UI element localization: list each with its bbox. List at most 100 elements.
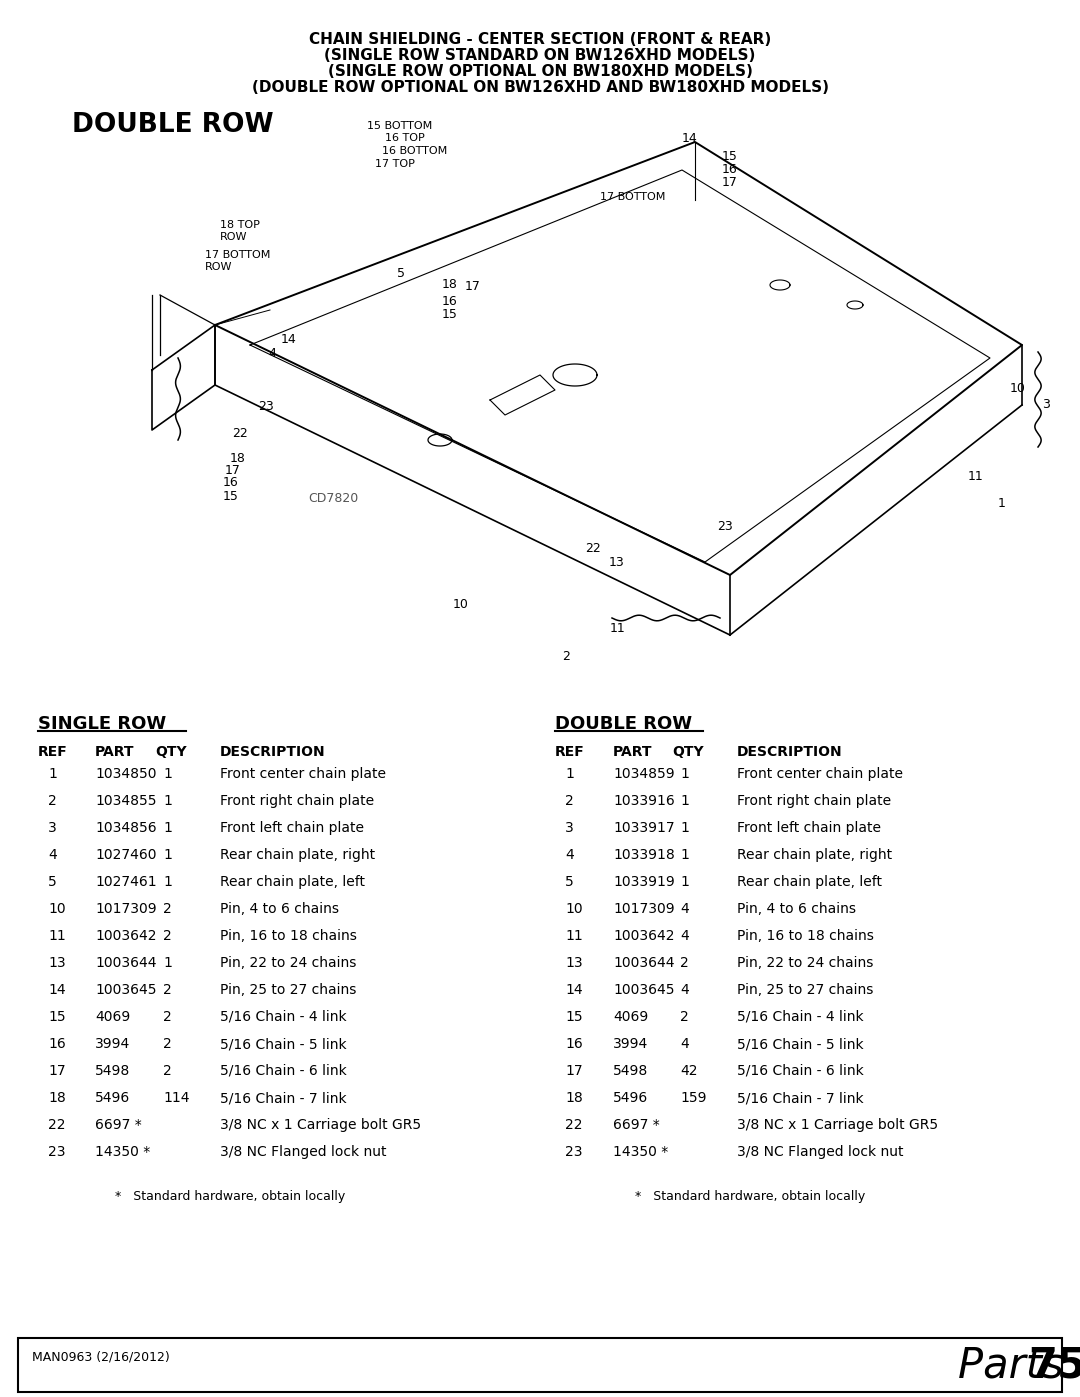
Text: 1034859: 1034859: [613, 767, 675, 781]
Text: 159: 159: [680, 1091, 706, 1105]
Text: 1: 1: [163, 848, 172, 862]
Text: 5: 5: [565, 875, 573, 888]
Text: 10: 10: [565, 902, 582, 916]
Text: 23: 23: [48, 1146, 66, 1160]
Text: 1034856: 1034856: [95, 821, 157, 835]
Text: (SINGLE ROW STANDARD ON BW126XHD MODELS): (SINGLE ROW STANDARD ON BW126XHD MODELS): [324, 47, 756, 63]
Text: 22: 22: [585, 542, 600, 555]
Text: 1003642: 1003642: [613, 929, 675, 943]
Text: 22: 22: [565, 1118, 582, 1132]
Text: MAN0963 (2/16/2012): MAN0963 (2/16/2012): [32, 1350, 170, 1363]
Text: 5: 5: [48, 875, 57, 888]
Text: 2: 2: [163, 983, 172, 997]
Text: 1034855: 1034855: [95, 793, 157, 807]
Text: 1: 1: [48, 767, 57, 781]
Text: 14: 14: [681, 131, 698, 145]
Text: 75: 75: [1028, 1344, 1080, 1386]
Text: 5/16 Chain - 6 link: 5/16 Chain - 6 link: [737, 1065, 864, 1078]
Text: 1033917: 1033917: [613, 821, 675, 835]
Text: 23: 23: [258, 400, 273, 414]
Text: DOUBLE ROW: DOUBLE ROW: [555, 715, 692, 733]
Text: Pin, 4 to 6 chains: Pin, 4 to 6 chains: [737, 902, 856, 916]
Text: 6697 *: 6697 *: [95, 1118, 141, 1132]
Text: 4069: 4069: [613, 1010, 648, 1024]
Text: 10: 10: [48, 902, 66, 916]
Text: 16: 16: [565, 1037, 583, 1051]
Text: 4: 4: [680, 1037, 689, 1051]
Text: 15 BOTTOM: 15 BOTTOM: [367, 122, 432, 131]
Text: 14350 *: 14350 *: [95, 1146, 150, 1160]
Text: Pin, 16 to 18 chains: Pin, 16 to 18 chains: [220, 929, 356, 943]
Text: 1033918: 1033918: [613, 848, 675, 862]
Text: 18: 18: [442, 278, 458, 291]
Text: 18: 18: [230, 453, 246, 465]
Text: Pin, 25 to 27 chains: Pin, 25 to 27 chains: [220, 983, 356, 997]
Text: 1: 1: [680, 767, 689, 781]
Text: 17 BOTTOM: 17 BOTTOM: [600, 191, 665, 203]
Text: 17: 17: [565, 1065, 582, 1078]
Text: 1003642: 1003642: [95, 929, 157, 943]
Text: 1033919: 1033919: [613, 875, 675, 888]
Text: 17 BOTTOM
ROW: 17 BOTTOM ROW: [205, 250, 270, 271]
Text: REF: REF: [555, 745, 584, 759]
Text: 2: 2: [48, 793, 57, 807]
Text: 1: 1: [163, 821, 172, 835]
Text: 5/16 Chain - 4 link: 5/16 Chain - 4 link: [220, 1010, 347, 1024]
Text: Parts: Parts: [958, 1344, 1077, 1386]
Text: DESCRIPTION: DESCRIPTION: [737, 745, 842, 759]
Text: 3: 3: [48, 821, 57, 835]
Text: 11: 11: [610, 622, 625, 636]
Text: 13: 13: [48, 956, 66, 970]
Text: 16 TOP: 16 TOP: [384, 133, 424, 142]
Text: 1: 1: [680, 875, 689, 888]
Text: Front center chain plate: Front center chain plate: [737, 767, 903, 781]
Text: 1017309: 1017309: [613, 902, 675, 916]
Text: 1033916: 1033916: [613, 793, 675, 807]
Text: 1: 1: [565, 767, 573, 781]
Text: CHAIN SHIELDING - CENTER SECTION (FRONT & REAR): CHAIN SHIELDING - CENTER SECTION (FRONT …: [309, 32, 771, 47]
Text: 16 BOTTOM: 16 BOTTOM: [382, 147, 447, 156]
Text: 14: 14: [48, 983, 66, 997]
Text: 5498: 5498: [613, 1065, 648, 1078]
Text: PART: PART: [95, 745, 135, 759]
Text: 17: 17: [465, 279, 481, 293]
Text: 6697 *: 6697 *: [613, 1118, 660, 1132]
Text: 2: 2: [565, 793, 573, 807]
Text: 4: 4: [680, 929, 689, 943]
Text: 1003644: 1003644: [95, 956, 157, 970]
Text: 22: 22: [232, 427, 247, 440]
Text: 1: 1: [163, 956, 172, 970]
Text: 14350 *: 14350 *: [613, 1146, 669, 1160]
Text: 17: 17: [723, 176, 738, 189]
Text: Front right chain plate: Front right chain plate: [220, 793, 374, 807]
Text: 11: 11: [968, 469, 984, 483]
Text: *   Standard hardware, obtain locally: * Standard hardware, obtain locally: [635, 1190, 865, 1203]
Text: 17 TOP: 17 TOP: [375, 159, 415, 169]
Text: 16: 16: [48, 1037, 66, 1051]
Text: 22: 22: [48, 1118, 66, 1132]
Text: 1: 1: [163, 875, 172, 888]
Text: 14: 14: [281, 332, 297, 346]
Text: 42: 42: [680, 1065, 698, 1078]
Text: 1003645: 1003645: [613, 983, 675, 997]
Text: 1017309: 1017309: [95, 902, 157, 916]
Text: (SINGLE ROW OPTIONAL ON BW180XHD MODELS): (SINGLE ROW OPTIONAL ON BW180XHD MODELS): [327, 64, 753, 80]
Text: 23: 23: [717, 520, 732, 534]
Text: 1027460: 1027460: [95, 848, 157, 862]
Text: Pin, 22 to 24 chains: Pin, 22 to 24 chains: [737, 956, 874, 970]
Text: 2: 2: [163, 1010, 172, 1024]
Text: Rear chain plate, left: Rear chain plate, left: [737, 875, 882, 888]
Text: Rear chain plate, right: Rear chain plate, right: [220, 848, 375, 862]
Text: Rear chain plate, left: Rear chain plate, left: [220, 875, 365, 888]
Text: 17: 17: [48, 1065, 66, 1078]
Text: 1003645: 1003645: [95, 983, 157, 997]
Text: 13: 13: [565, 956, 582, 970]
Text: 1: 1: [998, 497, 1005, 510]
Text: 18 TOP
ROW: 18 TOP ROW: [220, 219, 260, 242]
Text: 16: 16: [723, 163, 738, 176]
Text: CD7820: CD7820: [308, 492, 359, 504]
Text: 3/8 NC x 1 Carriage bolt GR5: 3/8 NC x 1 Carriage bolt GR5: [737, 1118, 939, 1132]
Text: 5496: 5496: [613, 1091, 648, 1105]
Text: 114: 114: [163, 1091, 189, 1105]
Text: 17: 17: [225, 464, 241, 476]
